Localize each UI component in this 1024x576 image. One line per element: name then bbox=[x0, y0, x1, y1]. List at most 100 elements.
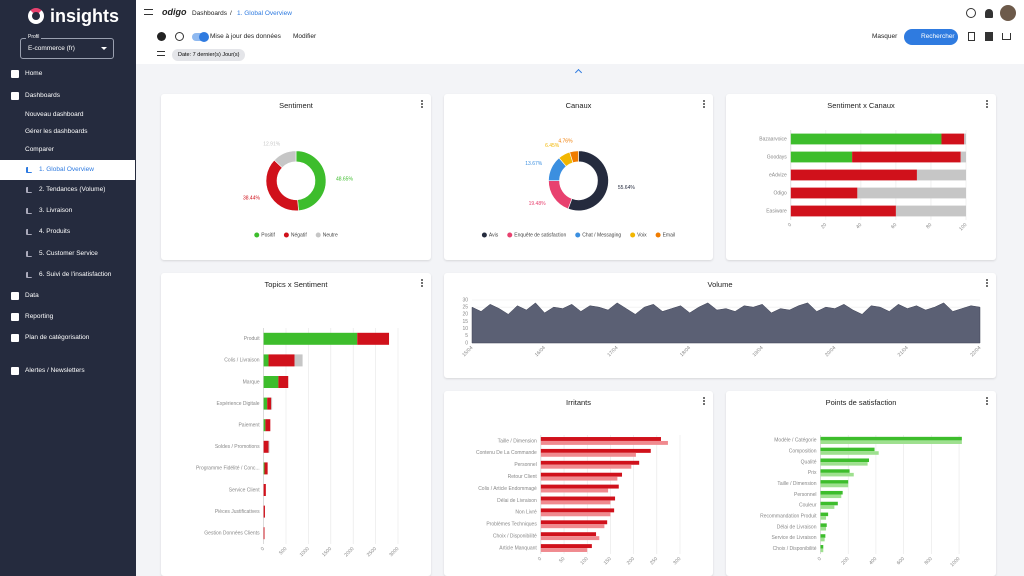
chart: 0 50 100 150 200 250 300 Taille / Dimension Cont… bbox=[476, 435, 683, 566]
bar-segment bbox=[857, 187, 966, 199]
toggle-label: Mise à jour des données bbox=[210, 33, 281, 40]
x-tick-label: 1000 bbox=[949, 556, 961, 568]
donut-segment bbox=[548, 180, 573, 210]
cart-icon[interactable] bbox=[1002, 33, 1011, 40]
help-icon[interactable] bbox=[966, 8, 976, 18]
y-tick-label: Goodays bbox=[767, 154, 788, 160]
y-tick-label: Prix bbox=[808, 470, 817, 476]
bell-icon[interactable] bbox=[985, 9, 993, 18]
bar bbox=[540, 532, 597, 537]
nav-item[interactable]: Dashboards bbox=[0, 86, 135, 106]
bar-segment bbox=[268, 354, 295, 367]
x-tick-label: 200 bbox=[626, 556, 636, 566]
back-icon[interactable] bbox=[157, 32, 166, 41]
collapse-icon[interactable] bbox=[574, 68, 583, 77]
nav-item[interactable]: 5. Customer Service bbox=[0, 244, 135, 264]
history-icon[interactable] bbox=[175, 32, 184, 41]
bar bbox=[820, 548, 824, 553]
bar bbox=[820, 526, 827, 531]
card-title: Sentiment x Canaux bbox=[827, 101, 895, 110]
bar-segment bbox=[271, 397, 273, 410]
toggle[interactable] bbox=[192, 32, 209, 42]
card-menu[interactable] bbox=[986, 279, 988, 281]
search-button[interactable]: Rechercher bbox=[904, 29, 958, 45]
card-menu[interactable] bbox=[986, 397, 988, 399]
nav-label: 1. Global Overview bbox=[39, 166, 94, 173]
bar bbox=[820, 512, 829, 517]
y-tick-label: Gestion Données Clients bbox=[204, 531, 260, 537]
y-tick-label: Expérience Digitale bbox=[217, 401, 260, 407]
bar bbox=[820, 537, 825, 542]
bar bbox=[820, 490, 843, 495]
card-menu[interactable] bbox=[703, 397, 705, 399]
bar-segment bbox=[960, 151, 966, 163]
y-tick-label: Easiware bbox=[766, 208, 787, 214]
nav-item[interactable]: Nouveau dashboard bbox=[0, 105, 135, 125]
avatar[interactable] bbox=[1000, 5, 1016, 21]
legend-swatch bbox=[283, 232, 289, 238]
bookmark-icon[interactable] bbox=[968, 32, 975, 41]
legend-label: Voix bbox=[637, 232, 647, 238]
y-tick-label: Programme Fidélité / Conc... bbox=[196, 466, 260, 472]
bar bbox=[540, 536, 600, 541]
x-tick-label: 21/04 bbox=[897, 345, 910, 358]
card-menu[interactable] bbox=[986, 100, 988, 102]
filter-icon[interactable] bbox=[157, 51, 165, 56]
legend: Avis Enquête de satisfaction Chat / Messag… bbox=[481, 232, 675, 238]
bar bbox=[540, 440, 668, 445]
card-menu[interactable] bbox=[421, 279, 423, 281]
breadcrumb[interactable]: 1. Global Overview bbox=[237, 10, 292, 17]
nav-item[interactable]: Plan de catégorisation bbox=[0, 328, 135, 348]
nav-item[interactable]: 2. Tendances (Volume) bbox=[0, 180, 135, 200]
nav-item[interactable]: Reporting bbox=[0, 307, 135, 327]
x-tick-label: 22/04 bbox=[969, 345, 982, 358]
date-chip[interactable]: Date: 7 dernier(s) Jour(s) bbox=[172, 49, 246, 61]
legend: Positif Négatif Neutre bbox=[254, 232, 338, 238]
logo: insights bbox=[50, 6, 120, 26]
y-tick-label: 5 bbox=[465, 333, 468, 339]
bar-segment bbox=[790, 151, 853, 163]
menu-icon[interactable] bbox=[144, 9, 153, 15]
bar-segment bbox=[916, 169, 966, 181]
card-menu[interactable] bbox=[703, 100, 705, 102]
sidebar: insights E-commerce (fr) Profil Home Das… bbox=[0, 0, 136, 576]
nav-item[interactable]: Data bbox=[0, 286, 135, 306]
bar bbox=[820, 494, 842, 499]
bar-segment bbox=[268, 440, 270, 453]
x-tick-label: 2000 bbox=[343, 546, 355, 558]
legend-swatch bbox=[630, 232, 636, 238]
card: Sentiment x Canaux 0 20 40 60 80 100 Bazaarvoic… bbox=[726, 94, 996, 260]
x-tick-label: 0 bbox=[260, 546, 266, 552]
legend-label: Enquête de satisfaction bbox=[514, 232, 566, 238]
hide[interactable]: Masquer bbox=[872, 33, 898, 40]
nav-label: Home bbox=[25, 70, 43, 77]
bar-segment bbox=[263, 527, 265, 540]
x-tick-label: 100 bbox=[958, 222, 968, 232]
nav-item[interactable]: 4. Produits bbox=[0, 222, 135, 242]
nav-item[interactable]: Comparer bbox=[0, 140, 135, 160]
nav-item[interactable]: 6. Suivi de l'insatisfaction bbox=[0, 265, 135, 285]
y-tick-label: Marque bbox=[243, 379, 260, 385]
bar bbox=[540, 437, 661, 441]
card-menu[interactable] bbox=[421, 100, 423, 102]
profile-select[interactable]: E-commerce (fr) bbox=[20, 38, 114, 59]
x-tick-label: 100 bbox=[579, 556, 589, 566]
y-tick-label: Pièces Justificatives bbox=[215, 509, 260, 515]
bar-segment bbox=[790, 133, 942, 145]
bar bbox=[540, 476, 618, 481]
edit[interactable]: Modifier bbox=[293, 33, 317, 40]
card: Sentiment 48.65% 38.44% 12.91% Positif Négati… bbox=[161, 94, 431, 260]
nav-item[interactable]: Gérer les dashboards bbox=[0, 122, 135, 142]
x-tick-label: 3000 bbox=[388, 546, 400, 558]
chart: 0 200 400 600 800 1000 Modèle / Catégorie Compo… bbox=[760, 435, 962, 568]
y-tick-label: 15 bbox=[462, 319, 468, 325]
bookmarks-icon[interactable] bbox=[985, 32, 993, 41]
breadcrumb[interactable]: Dashboards bbox=[192, 10, 228, 17]
nav-item[interactable]: 1. Global Overview bbox=[0, 160, 135, 180]
nav-item[interactable]: Home bbox=[0, 64, 135, 84]
bar bbox=[540, 452, 636, 457]
nav-item[interactable]: Alertes / Newsletters bbox=[0, 361, 135, 381]
donut-segment bbox=[295, 150, 327, 212]
bar-segment bbox=[263, 484, 266, 496]
nav-item[interactable]: 3. Livraison bbox=[0, 201, 135, 221]
